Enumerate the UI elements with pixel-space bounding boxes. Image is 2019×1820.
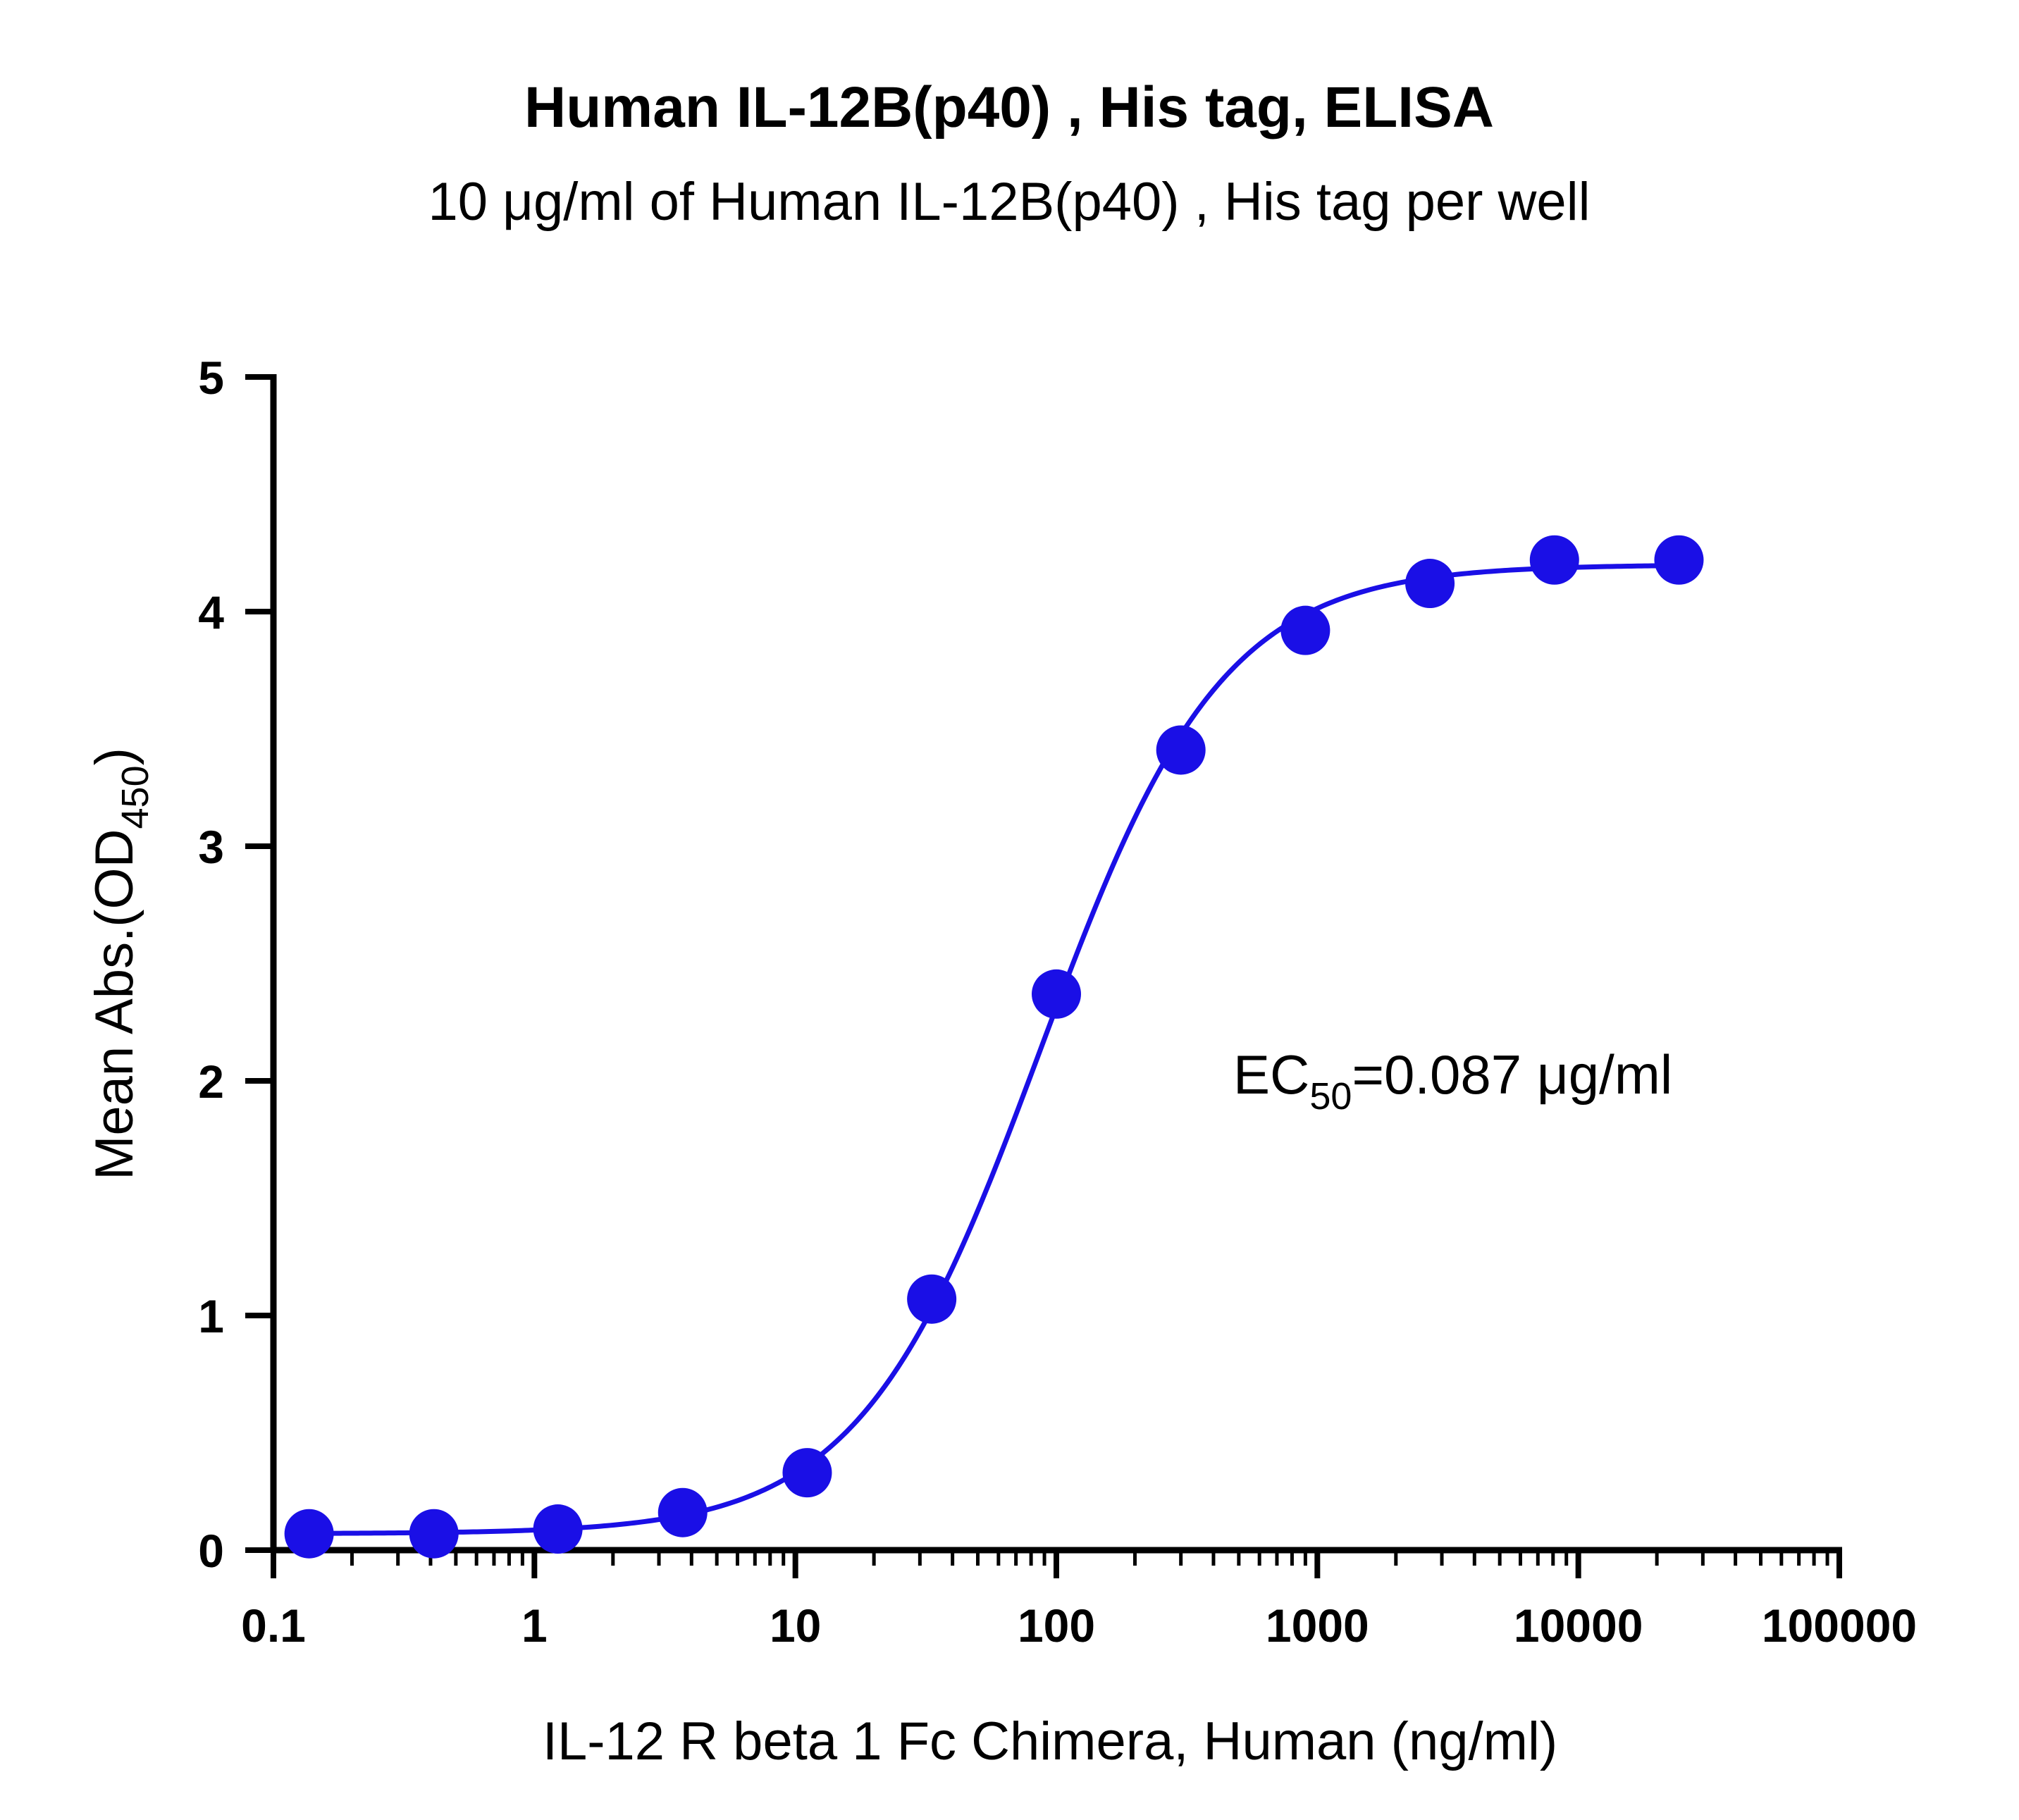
x-tick-label: 100 xyxy=(1018,1599,1095,1652)
data-point xyxy=(907,1274,957,1324)
data-point xyxy=(284,1509,334,1559)
x-axis-ticks: 0.1 1 10 100 1000 10000 100000 xyxy=(241,1550,1917,1652)
data-point xyxy=(409,1509,459,1559)
data-point xyxy=(1280,605,1330,655)
data-point xyxy=(1654,535,1704,585)
data-point xyxy=(533,1504,583,1554)
data-point xyxy=(657,1487,708,1537)
ec50-subscript: 50 xyxy=(1309,1075,1352,1118)
y-tick-label: 3 xyxy=(198,821,224,873)
data-point xyxy=(1405,559,1455,609)
x-tick-label: 100000 xyxy=(1762,1599,1917,1652)
y-axis-label: Mean Abs.(OD450) xyxy=(85,748,156,1180)
chart-title: Human IL-12B(p40) , His tag, ELISA xyxy=(524,75,1494,140)
data-points xyxy=(284,535,1704,1559)
y-tick-label: 0 xyxy=(198,1525,224,1577)
y-axis-label-main: Mean Abs.(OD xyxy=(85,829,144,1180)
axes xyxy=(270,374,1842,1554)
y-axis-label-suffix: ) xyxy=(85,748,144,765)
data-point xyxy=(1156,725,1206,775)
ec50-annotation: EC50=0.087 μg/ml xyxy=(1233,1044,1672,1118)
y-axis-label-subscript: 450 xyxy=(114,765,156,829)
ec50-suffix: =0.087 μg/ml xyxy=(1352,1044,1672,1106)
chart-subtitle: 10 μg/ml of Human IL-12B(p40) , His tag … xyxy=(428,172,1591,232)
y-tick-label: 4 xyxy=(198,586,224,638)
data-point xyxy=(1529,535,1579,585)
ec50-prefix: EC xyxy=(1233,1044,1309,1106)
y-tick-label: 1 xyxy=(198,1290,224,1342)
y-axis-ticks: 0 1 2 3 4 5 xyxy=(198,352,273,1577)
x-axis-label: IL-12 R beta 1 Fc Chimera, Human (ng/ml) xyxy=(543,1711,1557,1771)
x-tick-label: 1000 xyxy=(1266,1599,1369,1652)
x-tick-label: 10000 xyxy=(1514,1599,1643,1652)
data-point xyxy=(1032,969,1081,1019)
y-tick-label: 2 xyxy=(198,1056,224,1108)
x-tick-label: 0.1 xyxy=(241,1599,306,1652)
data-point xyxy=(782,1448,832,1498)
x-tick-label: 10 xyxy=(770,1599,821,1652)
x-tick-label: 1 xyxy=(521,1599,548,1652)
y-tick-label: 5 xyxy=(198,352,224,404)
